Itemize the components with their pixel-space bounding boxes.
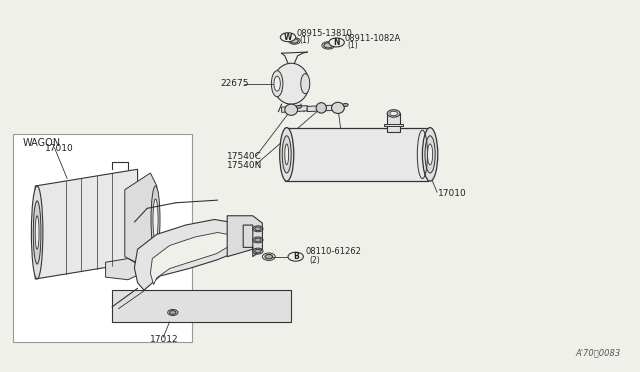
Ellipse shape bbox=[170, 311, 176, 314]
Ellipse shape bbox=[151, 186, 160, 253]
Text: (1): (1) bbox=[299, 36, 310, 45]
Ellipse shape bbox=[343, 103, 348, 106]
Ellipse shape bbox=[324, 43, 333, 48]
Ellipse shape bbox=[296, 105, 301, 108]
Circle shape bbox=[280, 33, 296, 42]
Ellipse shape bbox=[301, 74, 310, 94]
Ellipse shape bbox=[35, 216, 39, 249]
Ellipse shape bbox=[285, 144, 289, 165]
Ellipse shape bbox=[387, 110, 400, 117]
Ellipse shape bbox=[255, 249, 261, 253]
Text: (2): (2) bbox=[309, 256, 320, 265]
Polygon shape bbox=[112, 290, 291, 322]
Polygon shape bbox=[125, 173, 157, 270]
Polygon shape bbox=[285, 128, 428, 181]
Text: 08911-1082A: 08911-1082A bbox=[345, 34, 401, 43]
Circle shape bbox=[329, 38, 344, 47]
Ellipse shape bbox=[285, 104, 298, 115]
Polygon shape bbox=[134, 219, 246, 290]
Polygon shape bbox=[106, 259, 138, 280]
Text: B: B bbox=[293, 252, 298, 261]
Ellipse shape bbox=[136, 263, 143, 279]
Ellipse shape bbox=[291, 39, 298, 43]
Text: 17010: 17010 bbox=[45, 144, 74, 153]
Text: 17540C: 17540C bbox=[336, 152, 371, 161]
Text: W: W bbox=[284, 33, 292, 42]
Polygon shape bbox=[387, 113, 400, 132]
Text: WAGON: WAGON bbox=[22, 138, 61, 148]
Text: N: N bbox=[333, 38, 340, 47]
Bar bbox=[13, 134, 192, 342]
Text: 17010: 17010 bbox=[438, 189, 467, 198]
Ellipse shape bbox=[316, 103, 326, 113]
Text: 17540C: 17540C bbox=[227, 152, 262, 161]
Ellipse shape bbox=[390, 111, 397, 116]
Text: 22675: 22675 bbox=[221, 79, 250, 88]
Polygon shape bbox=[384, 124, 403, 126]
Polygon shape bbox=[35, 169, 138, 279]
Ellipse shape bbox=[425, 136, 435, 173]
Ellipse shape bbox=[280, 128, 294, 181]
Ellipse shape bbox=[428, 144, 433, 165]
Polygon shape bbox=[282, 106, 307, 112]
Text: (1): (1) bbox=[348, 41, 358, 50]
Ellipse shape bbox=[31, 186, 43, 279]
Ellipse shape bbox=[153, 199, 158, 240]
Ellipse shape bbox=[282, 136, 291, 173]
Ellipse shape bbox=[332, 102, 344, 113]
Ellipse shape bbox=[255, 227, 261, 231]
Circle shape bbox=[288, 252, 303, 261]
Text: 17012: 17012 bbox=[150, 335, 179, 344]
Polygon shape bbox=[307, 105, 339, 112]
Ellipse shape bbox=[255, 238, 261, 242]
Text: A'70：0083: A'70：0083 bbox=[575, 348, 621, 357]
Polygon shape bbox=[150, 232, 232, 285]
Ellipse shape bbox=[274, 76, 280, 91]
Ellipse shape bbox=[33, 201, 41, 264]
Text: 08915-13810: 08915-13810 bbox=[296, 29, 352, 38]
Text: 08110-61262: 08110-61262 bbox=[305, 247, 361, 256]
Text: 17540N: 17540N bbox=[227, 161, 262, 170]
Ellipse shape bbox=[273, 63, 309, 104]
Ellipse shape bbox=[422, 128, 438, 181]
Ellipse shape bbox=[271, 71, 283, 97]
Polygon shape bbox=[227, 216, 262, 257]
Ellipse shape bbox=[265, 254, 273, 259]
